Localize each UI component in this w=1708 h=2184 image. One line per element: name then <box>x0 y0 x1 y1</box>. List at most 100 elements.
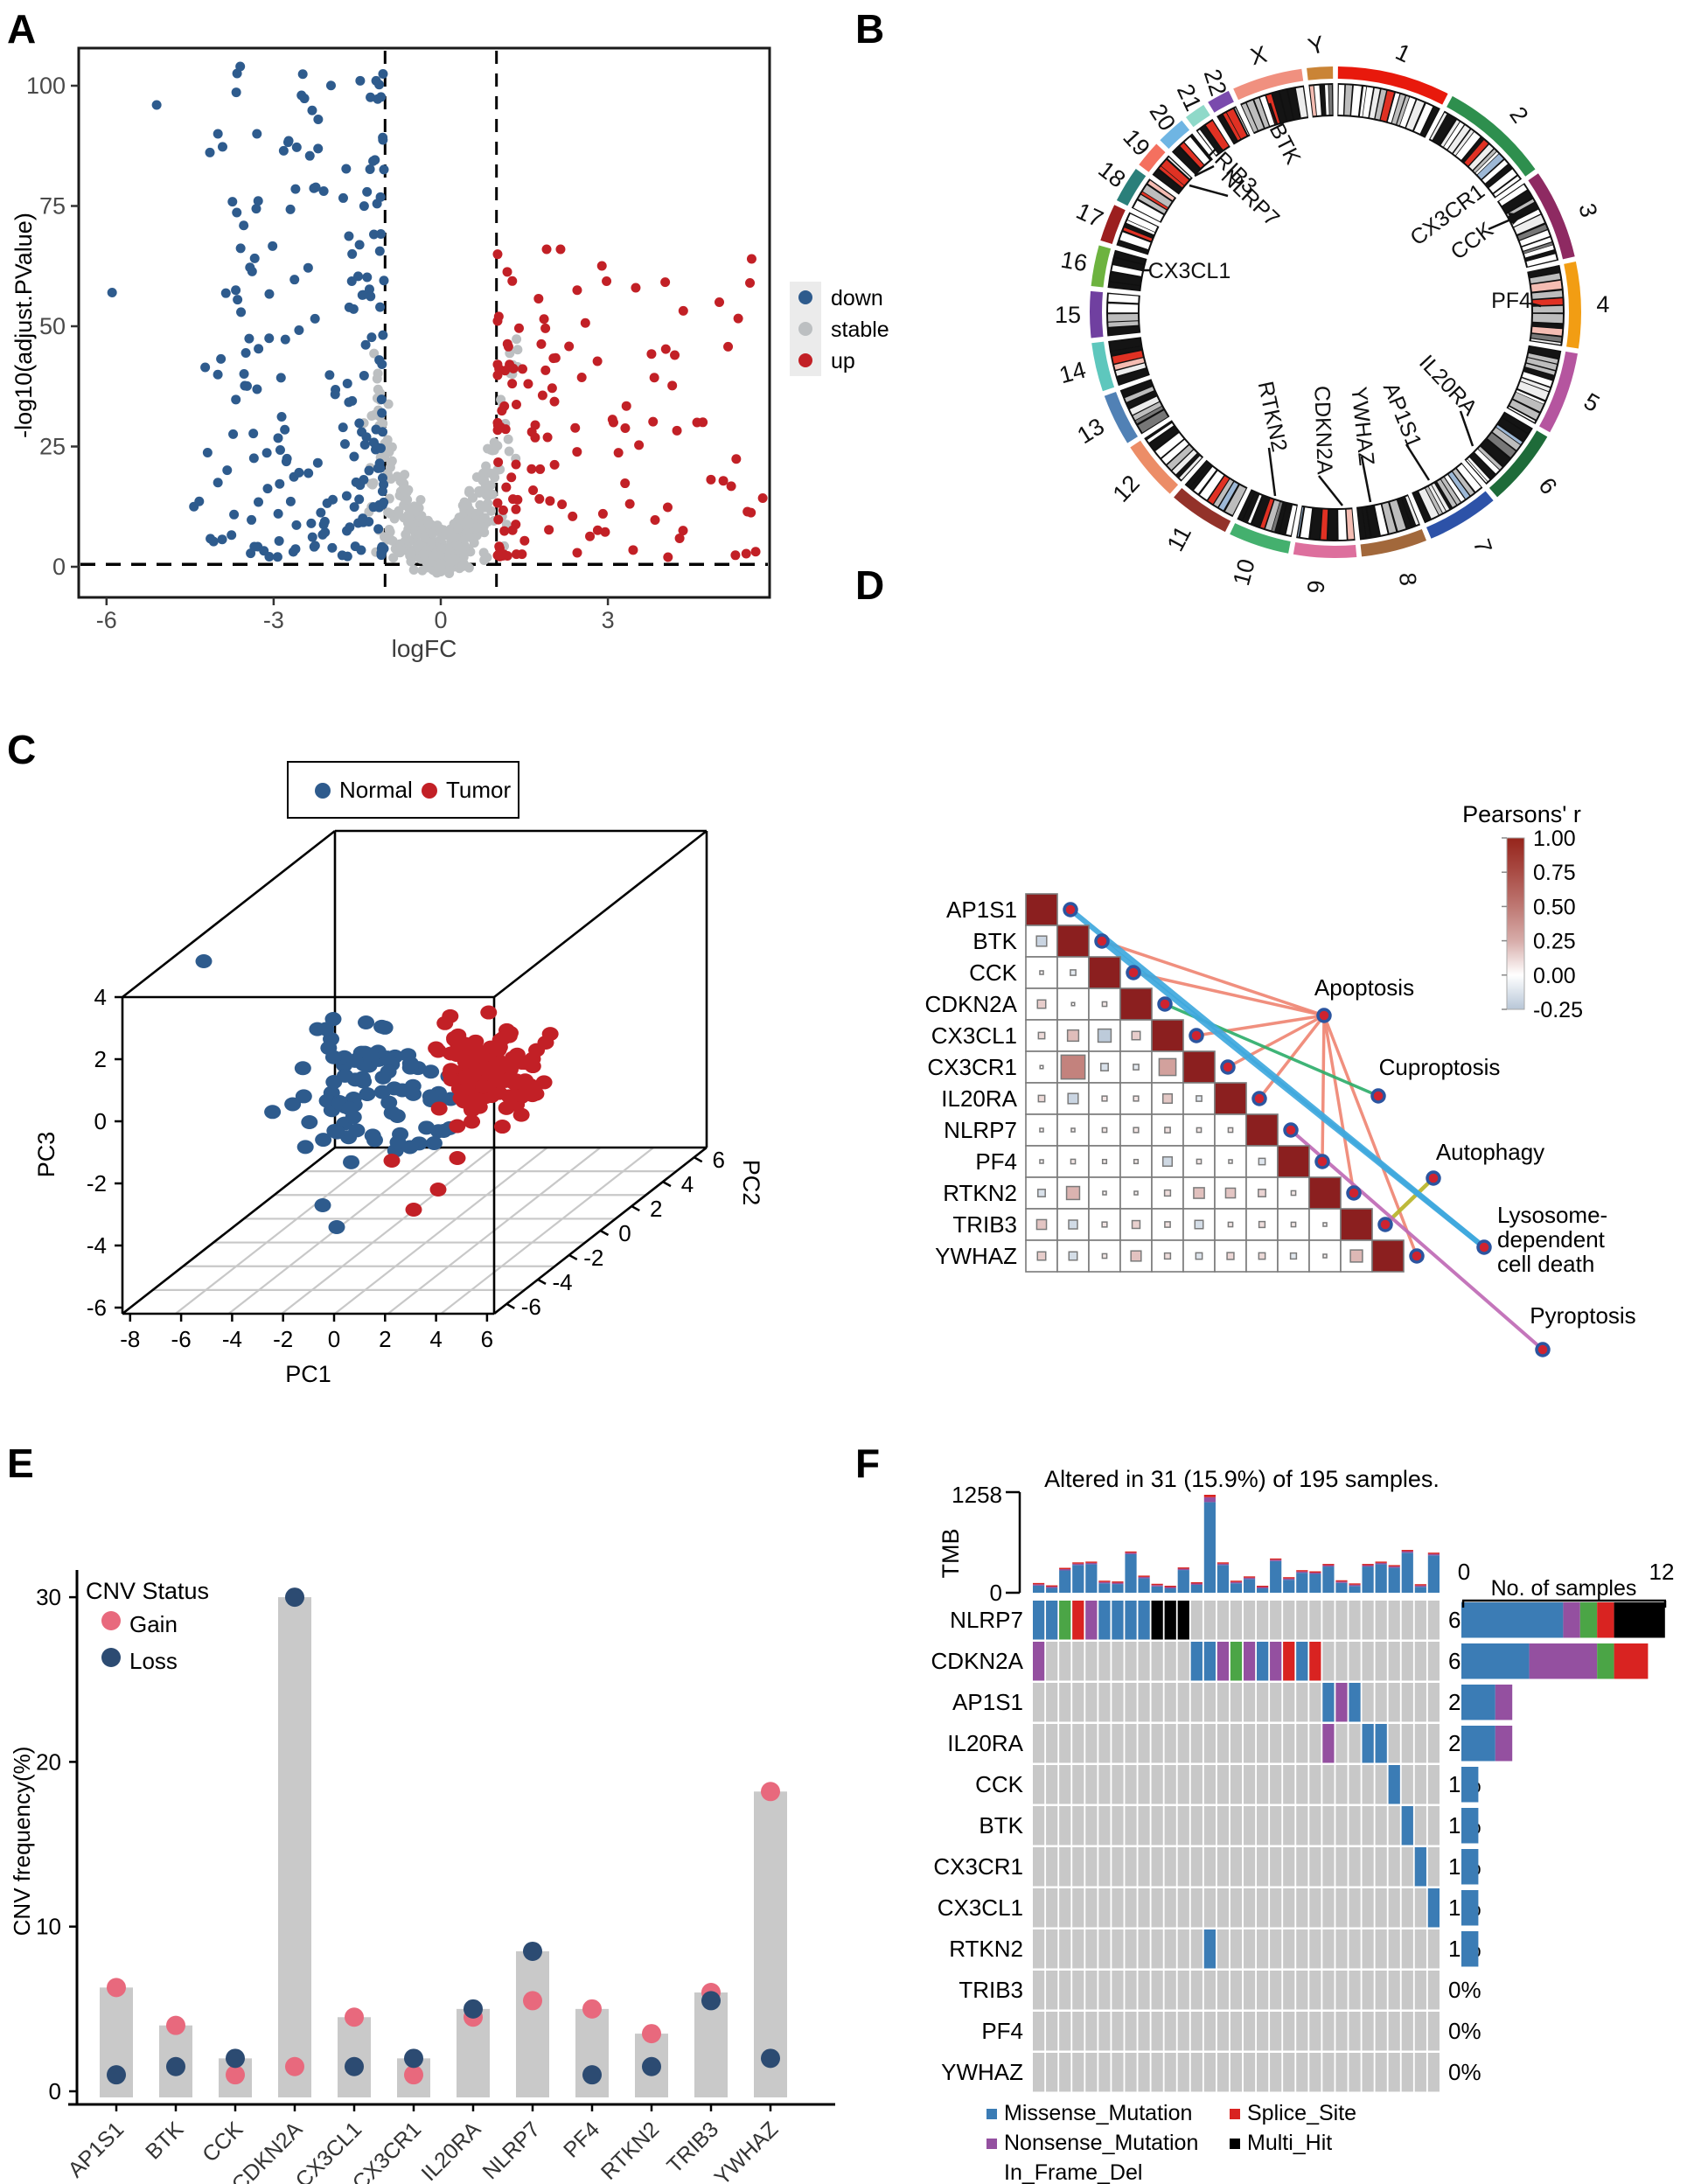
chromosome-label-15: 15 <box>1055 302 1081 328</box>
tmb-label: TMB <box>938 1529 964 1579</box>
volcano-xlabel: logFC <box>391 635 457 662</box>
volcano-xtick: 3 <box>602 607 615 633</box>
corr-gene-label-NLRP7: NLRP7 <box>944 1117 1017 1143</box>
pearson-tick: -0.25 <box>1533 998 1583 1022</box>
pathway-label-lysosome-line1: Lysosome-dependent <box>1497 1202 1608 1252</box>
volcano-legend-stable-dot <box>798 322 812 336</box>
circos-gene-RTKN2: RTKN2 <box>1253 380 1292 455</box>
missense-swatch-icon <box>986 2109 997 2120</box>
pathway-label-apoptosis: Apoptosis <box>1314 974 1415 1001</box>
cnv-ytick: 20 <box>36 1748 61 1775</box>
pca-legend-normal-dot <box>315 783 331 799</box>
onco-gene-PF4: PF4 <box>981 2018 1023 2044</box>
cnv-xtick-RTKN2: RTKN2 <box>596 2117 664 2184</box>
chromosome-label-2: 2 <box>1504 102 1533 129</box>
chromosome-label-9: 9 <box>1302 579 1329 595</box>
pca-ytick: -2 <box>583 1245 603 1271</box>
chromosome-label-X: X <box>1247 41 1269 71</box>
samples-min: 0 <box>1458 1559 1470 1585</box>
pca-legend-normal: Normal <box>339 777 413 803</box>
onco-gene-CCK: CCK <box>975 1771 1024 1797</box>
tmb-max: 1258 <box>952 1482 1002 1508</box>
onco-legend-multihit: Multi_Hit <box>1230 2131 1332 2156</box>
onco-legend-missense: Missense_Mutation <box>986 2101 1192 2126</box>
pca-ytick: -4 <box>552 1269 572 1295</box>
pca-ztick: -2 <box>87 1170 107 1197</box>
pca-xtick: 2 <box>379 1326 391 1352</box>
pca-legend-box: Normal Tumor <box>287 761 519 819</box>
pca-ytick: 0 <box>618 1220 631 1246</box>
chromosome-label-4: 4 <box>1596 291 1609 317</box>
corr-gene-label-RTKN2: RTKN2 <box>943 1180 1017 1206</box>
cnv-legend-loss-dot <box>101 1648 121 1667</box>
pca-ztick: -4 <box>87 1232 107 1259</box>
inframedel-swatch-icon <box>986 2168 997 2179</box>
chromosome-label-10: 10 <box>1228 556 1260 589</box>
pearson-tick: 0.50 <box>1533 895 1576 919</box>
onco-percent-PF4: 0% <box>1448 2018 1481 2044</box>
onco-legend-splice-label: Splice_Site <box>1247 2101 1357 2125</box>
pearson-tick: 0.25 <box>1533 930 1576 954</box>
volcano-ytick: 50 <box>39 313 66 339</box>
circos-gene-CDKN2A: CDKN2A <box>1309 386 1337 476</box>
tmb-zero: 0 <box>990 1580 1002 1606</box>
volcano-ytick: 75 <box>39 193 66 220</box>
chromosome-label-3: 3 <box>1573 200 1602 220</box>
panel-label-e: E <box>7 1441 34 1486</box>
pca-ztick: 0 <box>94 1108 107 1134</box>
chromosome-label-6: 6 <box>1533 472 1562 499</box>
chromosome-label-1: 1 <box>1391 38 1414 68</box>
chromosome-label-12: 12 <box>1108 470 1145 506</box>
corr-gene-label-AP1S1: AP1S1 <box>946 897 1017 923</box>
onco-percent-TRIB3: 0% <box>1448 1977 1481 2003</box>
onco-legend-multihit-label: Multi_Hit <box>1247 2131 1333 2155</box>
cnv-xtick-YWHAZ: YWHAZ <box>710 2117 784 2184</box>
panel-a-volcano: -6 -3 0 3 0 25 50 75 100 -log10(adjust.PValue) <box>10 46 771 633</box>
onco-gene-TRIB3: TRIB3 <box>959 1977 1023 2003</box>
samples-max: 12 <box>1649 1559 1675 1585</box>
onco-legend-missense-label: Missense_Mutation <box>1004 2101 1193 2125</box>
circos-gene-CX3CL1: CX3CL1 <box>1148 259 1231 283</box>
pca-xtick: 4 <box>429 1326 442 1352</box>
splice-swatch-icon <box>1230 2109 1240 2120</box>
pca-ztick: -6 <box>87 1294 107 1321</box>
pca-xtick: 6 <box>481 1326 493 1352</box>
corr-gene-label-YWHAZ: YWHAZ <box>935 1243 1017 1269</box>
pca-ylabel: PC2 <box>738 1160 764 1206</box>
panel-label-c: C <box>7 727 37 772</box>
panel-label-f: F <box>855 1441 881 1486</box>
cnv-xtick-BTK: BTK <box>141 2117 188 2164</box>
cnv-xtick-CX3CR1: CX3CR1 <box>348 2117 427 2184</box>
chromosome-label-13: 13 <box>1073 413 1109 449</box>
onco-gene-CDKN2A: CDKN2A <box>931 1648 1024 1674</box>
cnv-xtick-IL20RA: IL20RA <box>416 2117 485 2184</box>
cnv-legend-title: CNV Status <box>86 1578 210 1604</box>
onco-legend-inframedel: In_Frame_Del <box>986 2160 1142 2184</box>
corr-gene-label-CX3CR1: CX3CR1 <box>927 1054 1017 1080</box>
volcano-xtick: 0 <box>434 607 447 633</box>
pca-ytick: 4 <box>681 1171 694 1197</box>
chromosome-label-17: 17 <box>1072 198 1107 233</box>
chromosome-label-14: 14 <box>1056 357 1089 389</box>
cnv-xtick-CCK: CCK <box>198 2117 247 2167</box>
volcano-legend-down-dot <box>798 290 812 304</box>
pca-ztick: 4 <box>94 984 107 1010</box>
pathway-label-cuproptosis: Cuproptosis <box>1378 1054 1501 1080</box>
volcano-legend-down: down <box>831 286 883 311</box>
pca-xtick: -8 <box>120 1326 140 1352</box>
oncoplot-title: Altered in 31 (15.9%) of 195 samples. <box>1044 1466 1440 1492</box>
corr-gene-label-IL20RA: IL20RA <box>941 1085 1017 1112</box>
chromosome-label-16: 16 <box>1059 247 1090 277</box>
corr-gene-label-CDKN2A: CDKN2A <box>925 991 1018 1017</box>
cnv-xtick-NLRP7: NLRP7 <box>478 2117 545 2184</box>
volcano-legend-up: up <box>831 349 855 373</box>
onco-gene-CX3CR1: CX3CR1 <box>933 1853 1023 1880</box>
onco-gene-NLRP7: NLRP7 <box>950 1607 1023 1633</box>
pca-legend-tumor-dot <box>422 783 437 799</box>
volcano-xtick: -3 <box>263 607 284 633</box>
onco-legend-splice: Splice_Site <box>1230 2101 1356 2126</box>
